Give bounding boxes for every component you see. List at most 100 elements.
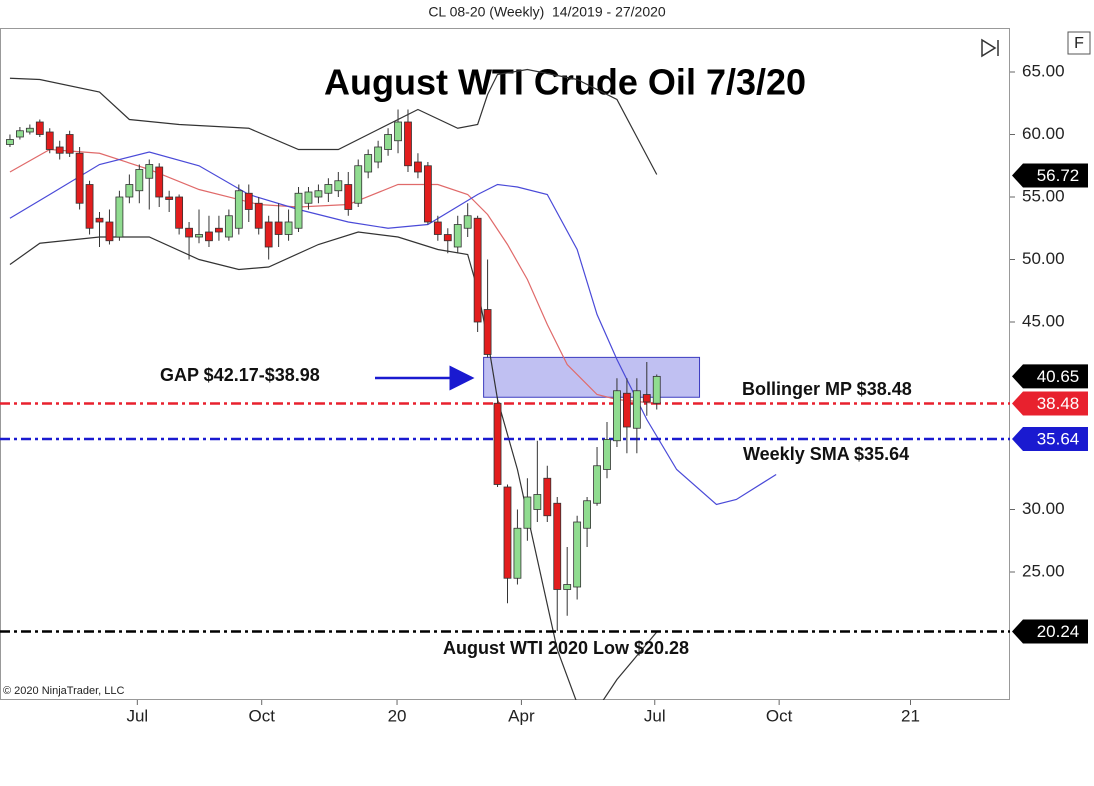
candle-body <box>324 184 333 194</box>
candle-body <box>334 180 343 192</box>
price-tag-label: 40.65 <box>1037 367 1080 386</box>
candle-body <box>443 234 452 242</box>
candle-body <box>25 127 34 133</box>
candle-body <box>453 224 462 248</box>
candle-body <box>135 169 144 192</box>
candle-body <box>622 392 631 428</box>
candle-body <box>394 121 402 142</box>
x-tick-label: 21 <box>901 706 920 725</box>
y-tick-label: 25.00 <box>1022 561 1065 580</box>
candle-body <box>652 375 661 404</box>
candle-body <box>344 184 353 210</box>
candle-body <box>603 439 611 470</box>
candle-body <box>185 227 193 238</box>
price-tag <box>1012 391 1088 416</box>
x-tick-label: Oct <box>248 706 275 725</box>
y-tick-label: 45.00 <box>1022 311 1065 330</box>
indicator-line <box>9 151 777 506</box>
price-tag-label: 20.24 <box>1037 622 1080 641</box>
candle-body <box>593 465 601 504</box>
f-button[interactable] <box>1067 31 1091 55</box>
price-tag <box>1012 364 1088 389</box>
candle-body <box>175 196 184 229</box>
header: CL 08-20 (Weekly) 14/2019 - 27/2020 <box>428 4 666 20</box>
plot-area <box>0 68 1010 700</box>
candle-body <box>215 227 223 233</box>
price-tag <box>1012 619 1088 644</box>
plot-frame <box>0 28 1010 700</box>
candle-body <box>314 190 323 198</box>
candle-body <box>145 164 154 179</box>
candle-body <box>632 390 641 429</box>
candle-body <box>95 217 104 223</box>
candle-body <box>404 121 412 167</box>
candle-body <box>165 196 174 200</box>
candle-body <box>155 166 164 198</box>
candle-body <box>433 221 442 235</box>
candle-body <box>573 521 582 588</box>
candle-body <box>473 217 482 323</box>
candle-body <box>6 139 14 145</box>
candle-body <box>523 496 532 529</box>
candle-body <box>274 221 283 235</box>
candle-body <box>423 165 432 223</box>
candle-body <box>503 486 512 579</box>
candle-body <box>613 390 621 442</box>
candle-body <box>374 146 383 163</box>
indicator-line <box>9 231 658 700</box>
x-tick-label: Jul <box>126 706 148 725</box>
x-tick-label: Jul <box>644 706 666 725</box>
candle-body <box>294 192 303 229</box>
gap-annotation: GAP $42.17-$38.98 <box>160 365 320 385</box>
candle-body <box>553 502 562 590</box>
price-tag-label: 35.64 <box>1037 429 1080 448</box>
candle-body <box>543 477 552 517</box>
y-tick-label: 60.00 <box>1022 124 1065 143</box>
candle-body <box>513 527 522 579</box>
candle-body <box>75 152 84 204</box>
candle-body <box>205 231 213 242</box>
x-tick-label: 20 <box>388 706 407 725</box>
candle-body <box>35 121 44 135</box>
candle-body <box>224 215 233 238</box>
candle-body <box>65 134 74 154</box>
candle-body <box>463 215 472 229</box>
copyright: © 2020 NinjaTrader, LLC <box>3 685 124 697</box>
y-tick-label: 50.00 <box>1022 249 1065 268</box>
candle-body <box>55 146 64 154</box>
candle-body <box>45 131 54 150</box>
play-icon[interactable] <box>981 38 999 58</box>
chart-title: August WTI Crude Oil 7/3/20 <box>324 62 806 103</box>
y-tick-label: 65.00 <box>1022 61 1065 80</box>
candle-body <box>254 202 263 229</box>
candle-body <box>483 309 492 355</box>
candle-body <box>533 494 542 510</box>
gap-box <box>483 356 701 398</box>
y-tick-label: 55.00 <box>1022 186 1065 205</box>
sma-annotation: Weekly SMA $35.64 <box>743 444 909 464</box>
price-tag <box>1012 163 1088 188</box>
candle-body <box>364 154 373 173</box>
candle-body <box>354 165 363 204</box>
price-tag-label: 56.72 <box>1037 166 1080 185</box>
candle-body <box>125 184 134 198</box>
candle-body <box>384 134 392 150</box>
f-button-label[interactable]: F <box>1074 35 1084 52</box>
candle-body <box>105 221 114 242</box>
x-tick-label: Apr <box>508 706 535 725</box>
candle-body <box>583 500 591 529</box>
candle-body <box>493 402 502 485</box>
candle-body <box>264 221 273 248</box>
candle-body <box>115 196 124 238</box>
candle-body <box>16 130 24 138</box>
candle-body <box>284 221 293 235</box>
price-tag-label: 38.48 <box>1037 394 1080 413</box>
x-tick-label: Oct <box>766 706 793 725</box>
candle-body <box>642 394 651 403</box>
candle-body <box>234 190 243 229</box>
low-annotation: August WTI 2020 Low $20.28 <box>443 638 689 658</box>
candle-body <box>195 234 203 238</box>
candle-body <box>414 161 422 173</box>
